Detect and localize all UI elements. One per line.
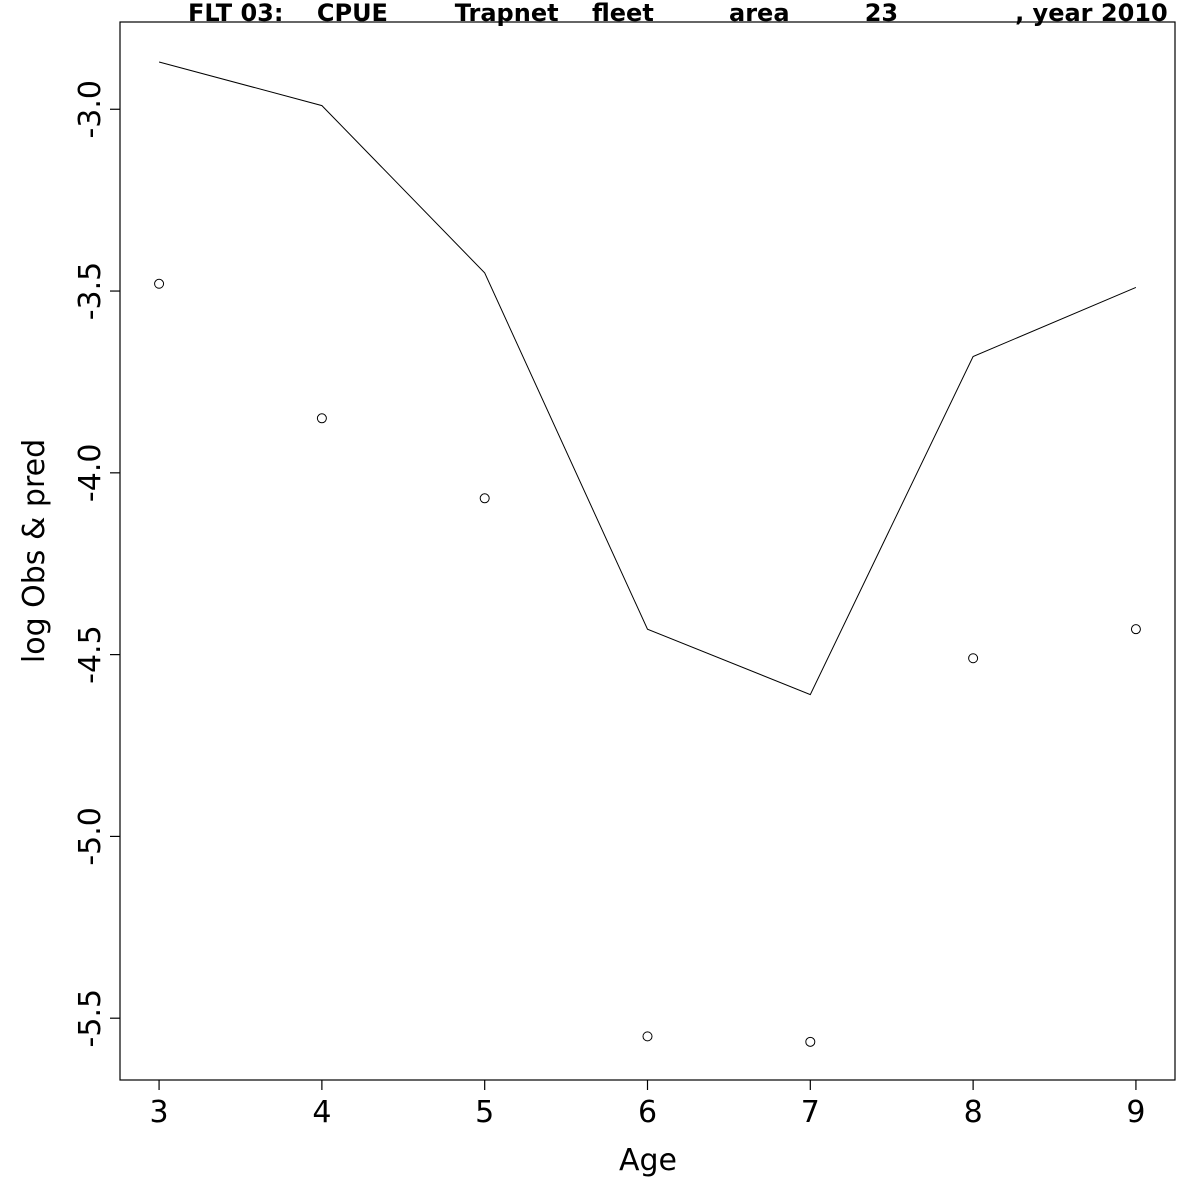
x-axis-title: Age: [619, 1143, 677, 1178]
x-tick-label-0: 3: [150, 1095, 169, 1130]
y-tick-label-0: -3.0: [73, 80, 108, 139]
observed-point-5: [968, 653, 979, 664]
predicted-line: [158, 61, 1137, 696]
y-tick-label-2: -4.0: [73, 444, 108, 503]
observed-point-2: [479, 493, 490, 504]
y-tick-label-4: -5.0: [73, 807, 108, 866]
chart-title: FLT 03: CPUE Trapnet fleet area 23 , yea…: [188, 0, 1168, 27]
x-axis: 3 4 5 6 7 8 9: [150, 1080, 1145, 1130]
x-tick-label-6: 9: [1126, 1095, 1145, 1130]
x-tick-label-3: 6: [638, 1095, 657, 1130]
plot-frame: [119, 21, 1176, 1081]
observed-point-1: [316, 413, 327, 424]
x-tick-label-1: 4: [312, 1095, 331, 1130]
y-tick-label-3: -4.5: [73, 625, 108, 684]
y-tick-label-1: -3.5: [73, 262, 108, 321]
x-tick-label-2: 5: [475, 1095, 494, 1130]
observed-point-6: [1130, 624, 1141, 635]
series-layer: [154, 61, 1141, 1047]
observed-point-3: [642, 1031, 653, 1042]
observed-point-0: [154, 278, 165, 289]
x-tick-label-4: 7: [801, 1095, 820, 1130]
x-tick-label-5: 8: [964, 1095, 983, 1130]
y-axis: -3.0 -3.5 -4.0 -4.5 -5.0 -5.5: [73, 80, 120, 1047]
y-axis-title: log Obs & pred: [17, 439, 52, 663]
y-tick-label-5: -5.5: [73, 989, 108, 1048]
observed-point-4: [805, 1036, 816, 1047]
